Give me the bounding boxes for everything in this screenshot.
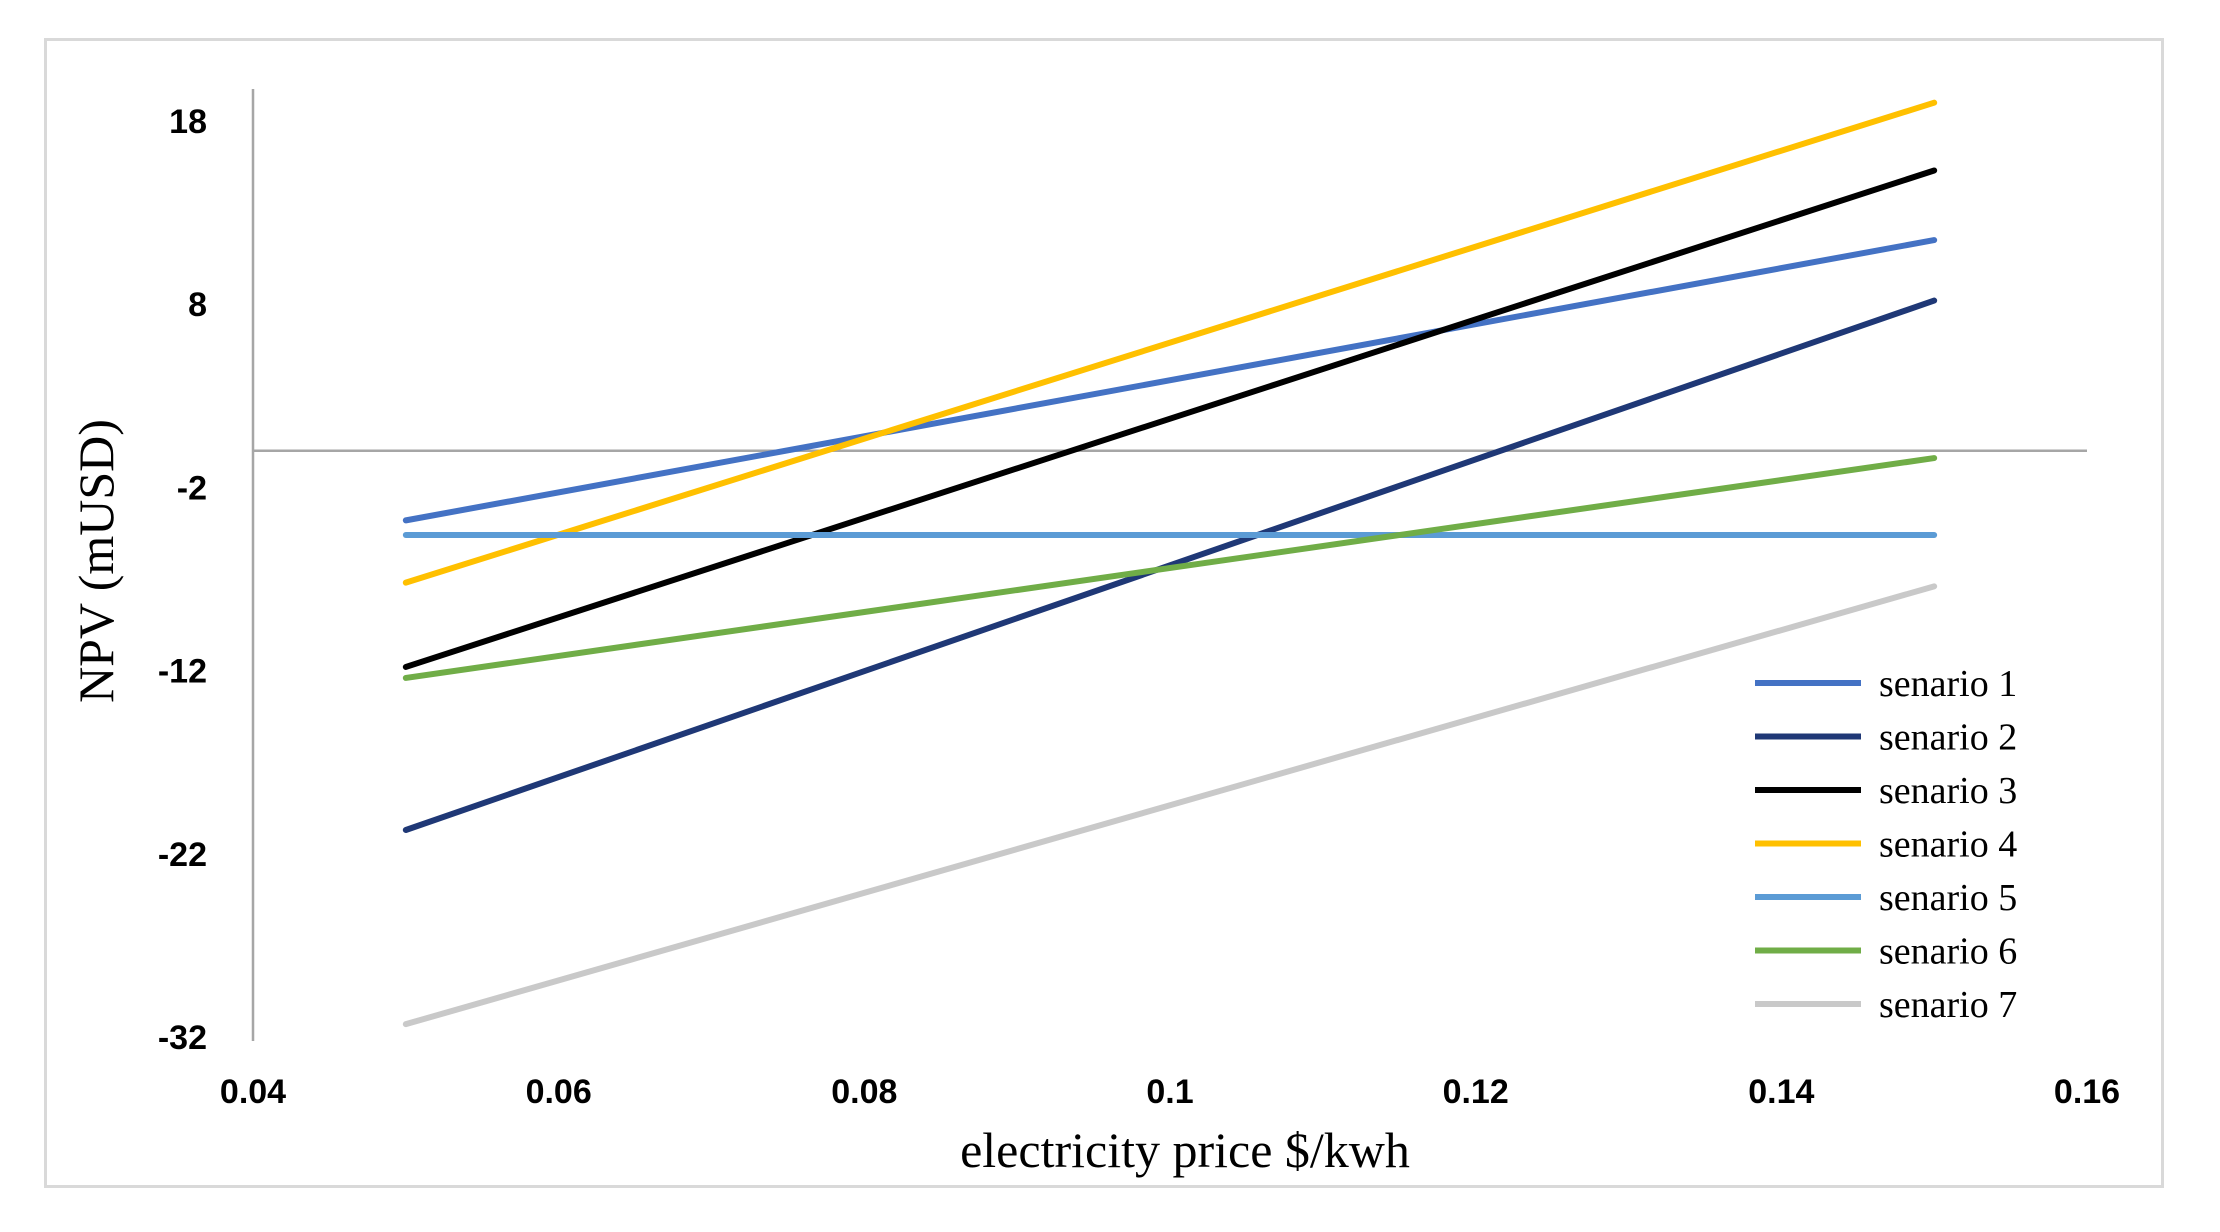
y-tick-label: 8: [188, 286, 207, 324]
plot-ticks: 18 8 -2 -12 -22 -32 0.04 0.06 0.08 0.1 0.12 0.14 0.1…: [158, 103, 2120, 1111]
y-tick-label: -2: [177, 469, 207, 507]
x-tick-label: 0.06: [526, 1073, 592, 1111]
series-line-6: [402, 455, 1938, 681]
npv-line-chart: 18 8 -2 -12 -22 -32 0.04 0.06 0.08 0.1 0.12 0.14 0.1…: [68, 89, 2120, 1178]
plot-series: [402, 99, 1938, 1028]
y-axis-title: NPV (mUSD): [68, 419, 124, 703]
y-tick-label: -12: [158, 653, 207, 691]
x-tick-label: 0.1: [1146, 1073, 1193, 1111]
y-tick-label: -22: [158, 836, 207, 874]
plot-axes: [251, 89, 2087, 1041]
series-line-4: [402, 99, 1938, 586]
legend-label-5: senario 5: [1879, 877, 2017, 919]
legend-label-6: senario 6: [1879, 931, 2017, 973]
x-tick-label: 0.16: [2054, 1073, 2120, 1111]
x-tick-label: 0.04: [220, 1073, 286, 1111]
legend: senario 1 senario 2 senario 3 senario 4 sena…: [1755, 663, 2017, 1026]
legend-label-4: senario 4: [1879, 824, 2017, 866]
series-line-3: [402, 167, 1938, 670]
series-line-7: [402, 583, 1938, 1028]
x-tick-label: 0.08: [831, 1073, 897, 1111]
legend-label-3: senario 3: [1879, 770, 2017, 812]
legend-label-1: senario 1: [1879, 663, 2017, 705]
chart-frame: 18 8 -2 -12 -22 -32 0.04 0.06 0.08 0.1 0.12 0.14 0.1…: [44, 38, 2164, 1188]
x-tick-label: 0.14: [1748, 1073, 1814, 1111]
legend-label-2: senario 2: [1879, 717, 2017, 759]
legend-label-7: senario 7: [1879, 984, 2017, 1026]
y-tick-label: 18: [169, 103, 207, 141]
series-line-1: [402, 237, 1938, 524]
x-axis-title: electricity price $/kwh: [960, 1122, 1410, 1178]
y-tick-label: -32: [158, 1019, 207, 1057]
x-tick-label: 0.12: [1443, 1073, 1509, 1111]
